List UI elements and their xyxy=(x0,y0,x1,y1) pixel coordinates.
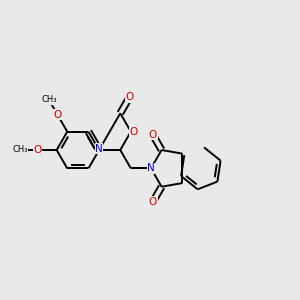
Text: O: O xyxy=(149,197,157,207)
Text: N: N xyxy=(95,144,103,154)
Text: O: O xyxy=(129,127,137,136)
Text: CH₃: CH₃ xyxy=(12,146,28,154)
Text: CH₃: CH₃ xyxy=(41,95,57,104)
Text: O: O xyxy=(125,92,134,102)
Text: O: O xyxy=(33,145,41,155)
Text: O: O xyxy=(53,110,62,120)
Text: O: O xyxy=(149,130,157,140)
Text: N: N xyxy=(147,164,155,173)
